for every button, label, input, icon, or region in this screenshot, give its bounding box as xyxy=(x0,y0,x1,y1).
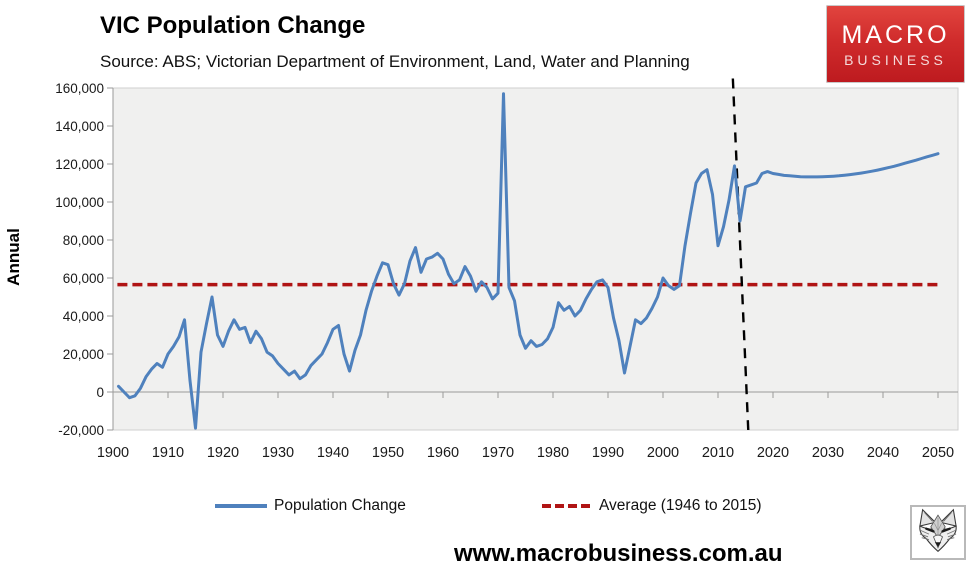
forecast-divider-line xyxy=(731,78,750,431)
population-chart: 1900 1910 1920 1930 1940 1950 1960 1970 1980 1990… xyxy=(55,78,959,461)
y-axis-tick-label: 120,000 xyxy=(55,157,104,172)
x-axis-tick-label: 1910 xyxy=(152,445,184,461)
x-axis-tick-label: 1930 xyxy=(262,445,294,461)
x-axis-tick-label: 1990 xyxy=(592,445,624,461)
x-axis-tick-label: 2020 xyxy=(757,445,789,461)
fox-logo-icon xyxy=(910,505,966,560)
source-note: Source: ABS; Victorian Department of Env… xyxy=(100,52,690,71)
y-axis-tick-label: 0 xyxy=(96,385,104,400)
logo-text-macro: MACRO xyxy=(841,20,950,49)
x-axis-tick-label: 1960 xyxy=(427,445,459,461)
x-axis-tick-label: 1950 xyxy=(372,445,404,461)
y-axis-tick-label: 60,000 xyxy=(63,271,104,286)
macrobusiness-logo: MACRO BUSINESS xyxy=(826,5,965,83)
y-axis-tick-label: 20,000 xyxy=(63,347,104,362)
legend-item-population-change: Population Change xyxy=(215,497,406,515)
x-axis-tick-label: 2050 xyxy=(922,445,954,461)
x-axis-tick-label: 1900 xyxy=(97,445,129,461)
website-url: www.macrobusiness.com.au xyxy=(454,540,783,567)
y-axis-tick-label: 80,000 xyxy=(63,233,104,248)
legend-label-population-change: Population Change xyxy=(274,497,406,514)
page-title: VIC Population Change xyxy=(100,12,366,39)
population-line-swatch xyxy=(215,504,267,508)
x-axis-tick-label: 2030 xyxy=(812,445,844,461)
x-axis-tick-label: 2000 xyxy=(647,445,679,461)
x-axis-tick-label: 1940 xyxy=(317,445,349,461)
legend-label-average: Average (1946 to 2015) xyxy=(599,497,762,514)
average-line-swatch xyxy=(542,504,593,508)
x-axis-tick-label: 2040 xyxy=(867,445,899,461)
plot-area xyxy=(112,87,959,431)
x-axis-tick-label: 1970 xyxy=(482,445,514,461)
y-axis-tick-label: 140,000 xyxy=(55,119,104,134)
x-axis-tick-label: 1980 xyxy=(537,445,569,461)
x-axis-tick-label: 2010 xyxy=(702,445,734,461)
population-change-line xyxy=(117,92,940,430)
y-axis-tick-label: 160,000 xyxy=(55,81,104,96)
y-axis-tick-label: -20,000 xyxy=(58,423,104,438)
y-axis-tick-label: 40,000 xyxy=(63,309,104,324)
legend-item-average: Average (1946 to 2015) xyxy=(542,497,762,515)
y-axis-tick-label: 100,000 xyxy=(55,195,104,210)
x-axis-tick-label: 1920 xyxy=(207,445,239,461)
logo-text-business: BUSINESS xyxy=(844,51,947,68)
